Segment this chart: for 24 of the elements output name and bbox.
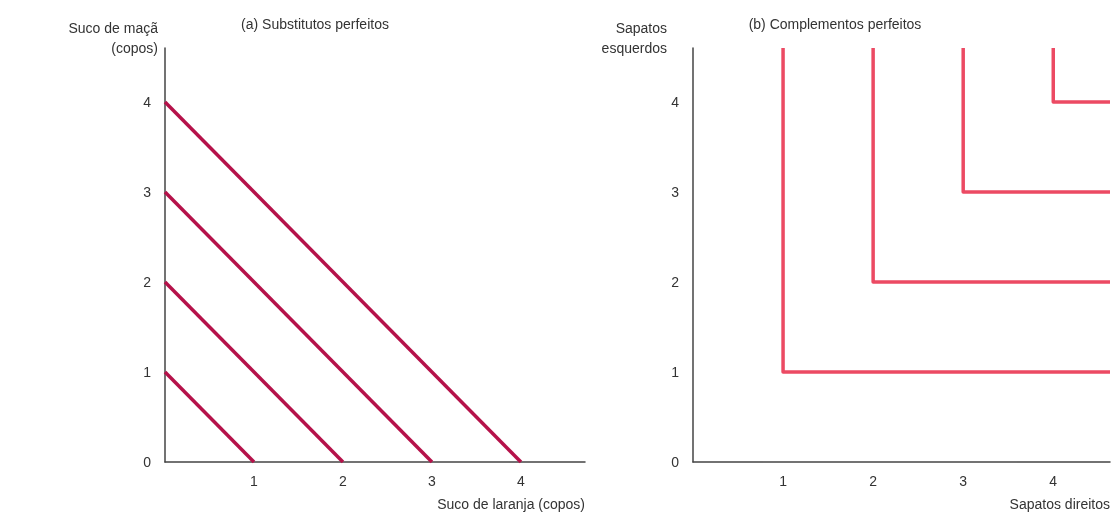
y-tick-label: 2: [143, 274, 152, 290]
chart-title: (a) Substitutos perfeitos: [241, 16, 389, 32]
y-axis-title: Sapatos esquerdos: [601, 20, 667, 56]
y-tick-label: 1: [671, 364, 680, 380]
x-tick-label: 2: [339, 473, 348, 489]
y-tick-label: 2: [671, 274, 680, 290]
x-tick-label: 1: [250, 473, 259, 489]
x-tick-label: 4: [1049, 473, 1058, 489]
y-tick-label: 3: [143, 184, 152, 200]
x-tick-label: 3: [428, 473, 437, 489]
y-axis-title: Suco de maçã (copos): [68, 20, 159, 56]
y-tick-label: 0: [671, 454, 680, 470]
x-tick-label: 1: [779, 473, 788, 489]
x-tick-label: 4: [517, 473, 526, 489]
chart-title: (b) Complementos perfeitos: [748, 16, 922, 32]
x-tick-label: 3: [959, 473, 968, 489]
x-axis-title: Suco de laranja (copos): [437, 496, 585, 512]
y-tick-label: 4: [671, 94, 680, 110]
y-tick-label: 3: [671, 184, 680, 200]
y-tick-label: 1: [143, 364, 152, 380]
x-tick-label: 2: [869, 473, 878, 489]
x-axis-title: Sapatos direitos: [1009, 496, 1110, 512]
y-tick-label: 0: [143, 454, 152, 470]
y-tick-label: 4: [143, 94, 152, 110]
